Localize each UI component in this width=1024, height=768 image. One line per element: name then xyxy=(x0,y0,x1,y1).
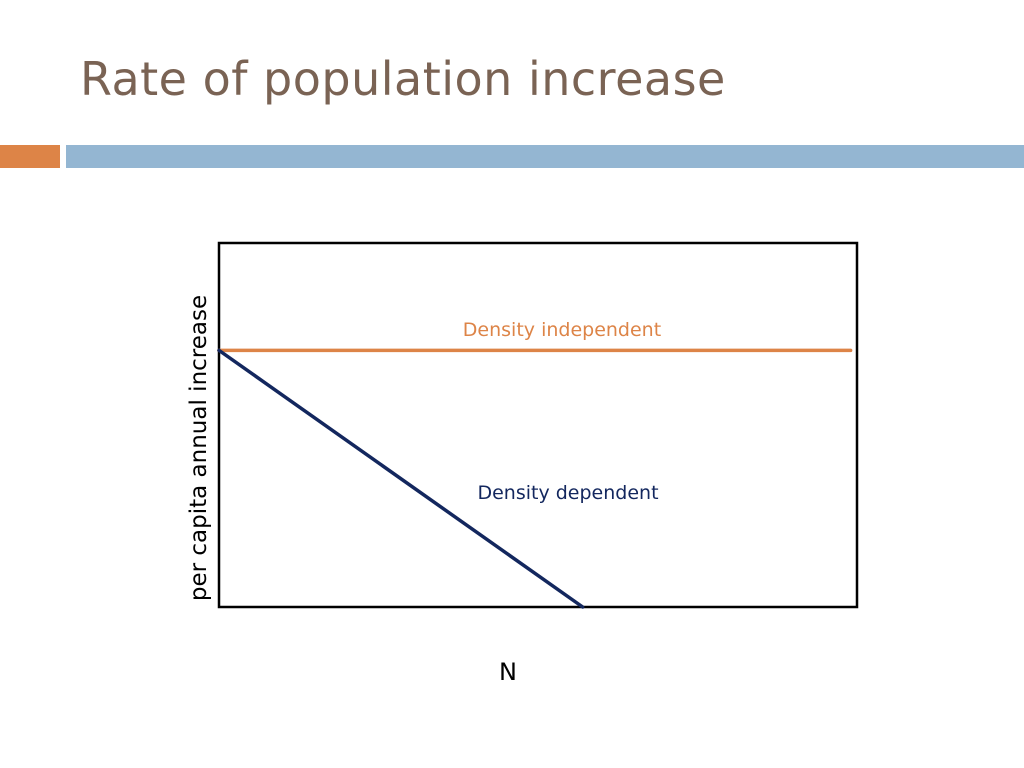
plot-frame xyxy=(217,241,859,609)
density-dependent-line xyxy=(217,348,585,609)
y-axis-label: per capita annual increase xyxy=(186,295,212,601)
density-dependent-label: Density dependent xyxy=(477,482,658,504)
x-axis-label: N xyxy=(499,658,517,686)
density-independent-label: Density independent xyxy=(463,319,661,341)
accent-bar-blue xyxy=(66,145,1024,168)
accent-bar-orange xyxy=(0,145,60,168)
series-layer: Density independent Density dependent xyxy=(217,319,853,609)
slide-title: Rate of population increase xyxy=(80,52,726,106)
